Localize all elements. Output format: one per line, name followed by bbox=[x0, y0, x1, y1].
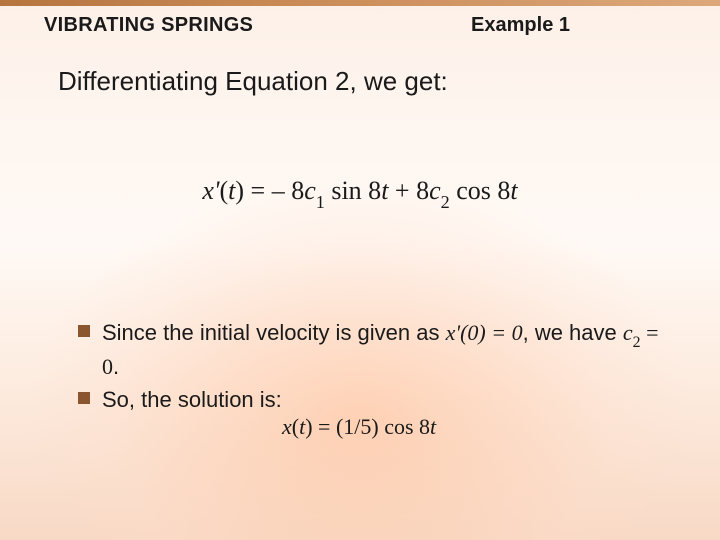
bullet-pre: Since the initial velocity is given as bbox=[102, 320, 446, 345]
eq-t2-sub: 2 bbox=[441, 192, 450, 212]
example-label: Example 1 bbox=[471, 14, 570, 37]
sol-lhs-var: x bbox=[282, 414, 292, 439]
top-accent-bar bbox=[0, 0, 720, 6]
section-title: VIBRATING SPRINGS bbox=[44, 14, 253, 37]
bullet-math2-sub: 2 bbox=[633, 334, 641, 351]
sol-lhs-arg: t bbox=[299, 414, 305, 439]
bullet-mid: , we have bbox=[523, 320, 623, 345]
bullet-text: Since the initial velocity is given as x… bbox=[102, 318, 660, 381]
bullet-marker-icon bbox=[78, 325, 90, 337]
sol-rhs-var: t bbox=[430, 414, 436, 439]
eq-t2-func: cos 8 bbox=[450, 176, 511, 205]
eq-t1-func: sin 8 bbox=[325, 176, 381, 205]
derivative-equation: x'(t) = – 8c1 sin 8t + 8c2 cos 8t bbox=[0, 176, 720, 210]
eq-t1-c: c bbox=[304, 176, 316, 205]
list-item: So, the solution is: bbox=[78, 385, 660, 415]
slide-header: VIBRATING SPRINGS Example 1 bbox=[0, 14, 720, 37]
bullet-post: . bbox=[113, 354, 119, 379]
eq-t2-c: c bbox=[429, 176, 441, 205]
lead-text: Differentiating Equation 2, we get: bbox=[58, 66, 448, 97]
sol-rhs-frac: (1/5) cos 8 bbox=[336, 414, 430, 439]
bullet-math1: x'(0) = 0 bbox=[446, 320, 523, 345]
bullet-marker-icon bbox=[78, 392, 90, 404]
bullet-text: So, the solution is: bbox=[102, 385, 282, 415]
list-item: Since the initial velocity is given as x… bbox=[78, 318, 660, 381]
eq-t1-sub: 1 bbox=[316, 192, 325, 212]
bullet-list: Since the initial velocity is given as x… bbox=[78, 318, 660, 419]
eq-lhs-var: x' bbox=[202, 176, 219, 205]
solution-equation: x(t) = (1/5) cos 8t bbox=[282, 414, 436, 440]
bullet-math2-sym: c bbox=[623, 320, 633, 345]
bullet-pre: So, the solution is: bbox=[102, 387, 282, 412]
eq-t2-var: t bbox=[510, 176, 517, 205]
eq-t1-coeff: – 8 bbox=[272, 176, 305, 205]
eq-plus: + 8 bbox=[388, 176, 429, 205]
